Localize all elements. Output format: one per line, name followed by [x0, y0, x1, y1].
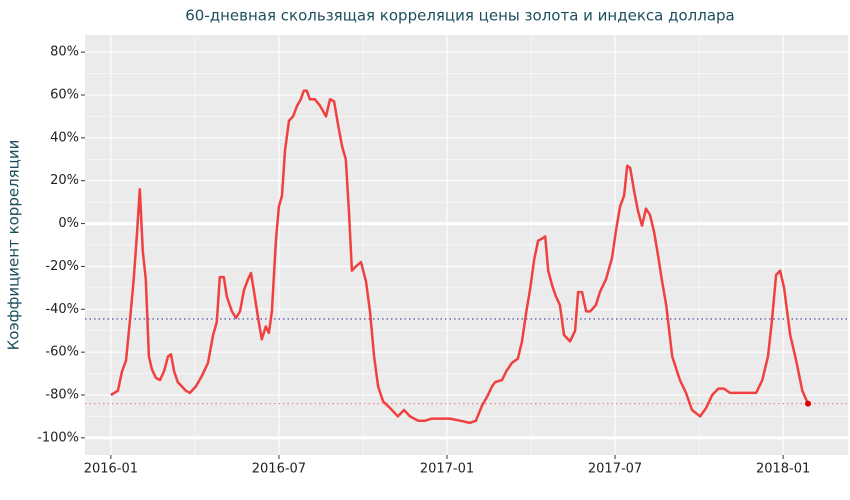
y-tick-label: 60%: [50, 88, 79, 103]
x-tick-label: 2018-01: [756, 462, 810, 477]
y-tick-label: -40%: [45, 302, 79, 317]
end-point: [805, 400, 812, 407]
y-tick-label: 0%: [58, 216, 79, 231]
x-tick-label: 2016-07: [252, 462, 306, 477]
y-tick-label: -100%: [37, 430, 79, 445]
chart-title: 60-дневная скользящая корреляция цены зо…: [185, 7, 734, 25]
y-axis-label: Коэффициент корреляции: [5, 140, 23, 351]
y-tick-label: 80%: [50, 45, 79, 60]
x-tick-label: 2017-07: [588, 462, 642, 477]
y-tick-label: -20%: [45, 259, 79, 274]
y-tick-label: -60%: [45, 345, 79, 360]
y-tick-label: -80%: [45, 388, 79, 403]
y-tick-label: 20%: [50, 173, 79, 188]
line: [110, 89, 810, 425]
x-tick-label: 2017-01: [420, 462, 474, 477]
y-tick-label: 40%: [50, 130, 79, 145]
x-tick-label: 2016-01: [84, 462, 138, 477]
